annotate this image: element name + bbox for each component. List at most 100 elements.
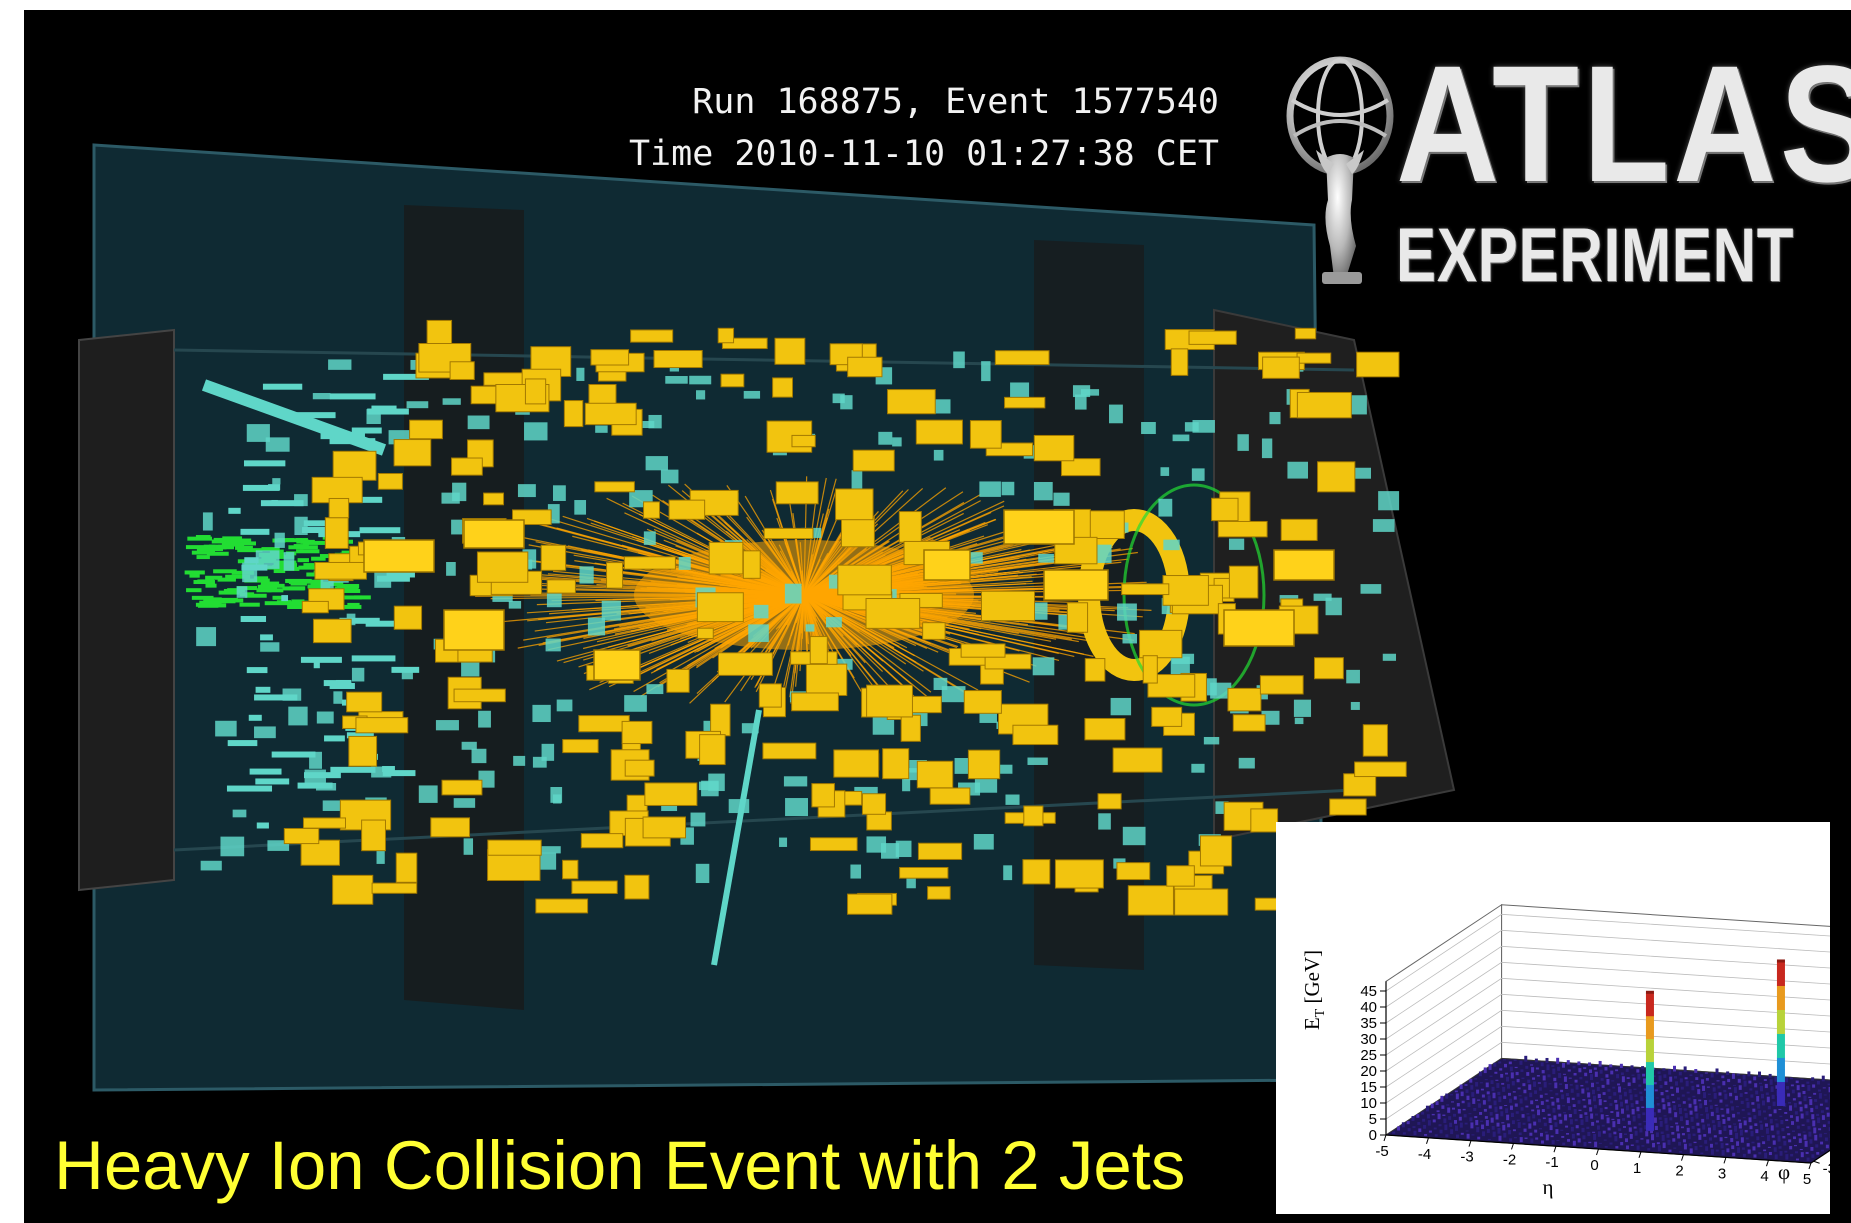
- calo-cell: [917, 842, 963, 860]
- inner-hit: [208, 603, 227, 608]
- inner-hit: [189, 573, 200, 578]
- calo-cell: [361, 819, 386, 852]
- calo-cell: [1033, 434, 1075, 462]
- muon-strip: [271, 499, 278, 506]
- calo-cell: [1259, 675, 1304, 695]
- calo-cell: [624, 874, 650, 900]
- inner-hit: [205, 583, 217, 588]
- muon-strip: [297, 782, 333, 789]
- jet-tower-segment: [1645, 1015, 1654, 1028]
- inner-hit: [353, 595, 371, 600]
- calo-cell: [1313, 657, 1344, 680]
- muon-hit: [648, 414, 662, 429]
- inner-hit: [203, 597, 222, 602]
- calo-cell: [960, 643, 1006, 658]
- muon-hit: [442, 398, 461, 405]
- detector-view: [78, 143, 1456, 1092]
- lego-eta-tick-label: -5: [1375, 1143, 1388, 1160]
- calo-cell: [1023, 805, 1044, 827]
- muon-hit: [665, 376, 688, 384]
- inner-hit: [226, 539, 238, 544]
- muon-hit: [753, 604, 769, 619]
- calo-cell: [621, 720, 653, 745]
- et-lego-plot: 051015202530354045-5-4-3-2-1012345-3-2-1…: [1276, 822, 1830, 1214]
- lego-phi-axis-title: φ: [1778, 1160, 1790, 1184]
- inner-hit: [235, 545, 253, 550]
- muon-hit: [246, 424, 270, 442]
- inner-hit: [257, 584, 278, 589]
- calo-cell: [899, 866, 949, 879]
- muon-hit: [1269, 411, 1281, 425]
- jet-tower-segment: [1776, 1009, 1785, 1022]
- muon-strip: [300, 656, 342, 663]
- muon-hit: [333, 691, 343, 704]
- muon-strip: [359, 527, 401, 534]
- muon-strip: [271, 751, 316, 758]
- muon-strip: [246, 667, 268, 674]
- muon-hit: [850, 864, 862, 879]
- calo-cell-large: [923, 549, 971, 581]
- calo-cell: [332, 874, 374, 905]
- inner-hit: [193, 580, 215, 585]
- muon-strip: [329, 393, 376, 400]
- inner-hit: [222, 536, 243, 541]
- calo-cell: [717, 327, 735, 344]
- muon-hit: [255, 550, 280, 569]
- inner-hit: [191, 550, 216, 555]
- muon-hit: [1192, 420, 1215, 433]
- muon-hit: [1053, 492, 1070, 506]
- inner-hit: [264, 601, 289, 606]
- inner-hit: [298, 565, 322, 570]
- inner-hit: [196, 547, 216, 552]
- lego-eta-tick: [1468, 1140, 1472, 1147]
- calo-cell: [1228, 565, 1259, 599]
- calo-cell: [1022, 859, 1051, 885]
- muon-hit: [312, 393, 331, 400]
- muon-hit: [260, 642, 280, 652]
- lego-et-axis-title: ET [GeV]: [1300, 950, 1328, 1030]
- jet-tower-segment: [1776, 1045, 1785, 1058]
- muon-hit: [981, 361, 991, 382]
- calo-cell: [355, 717, 409, 734]
- muon-hit: [1350, 701, 1360, 710]
- muon-hit: [973, 834, 994, 850]
- calo-cell: [742, 550, 761, 579]
- calo-cell: [476, 551, 529, 583]
- lego-eta-tick: [1766, 1160, 1769, 1167]
- muon-hit: [328, 359, 352, 370]
- inner-hit: [347, 602, 360, 607]
- inner-hit: [272, 595, 285, 600]
- muon-strip: [294, 412, 336, 419]
- calo-cell: [967, 749, 1001, 780]
- calo-cell: [791, 692, 839, 712]
- calo-cell: [430, 817, 471, 838]
- inner-hit: [225, 574, 251, 579]
- muon-strip: [339, 617, 380, 624]
- inner-hit: [237, 548, 263, 553]
- jet-tower-segment: [1645, 1061, 1654, 1074]
- muon-hit: [1191, 763, 1205, 773]
- calo-cell: [644, 782, 698, 806]
- inner-hit: [229, 538, 252, 543]
- muon-hit: [536, 852, 557, 870]
- calo-cell: [922, 622, 946, 640]
- muon-strip: [241, 564, 268, 571]
- lego-phi-tick-label: -3: [1823, 1160, 1830, 1177]
- lego-et-tick-label: 30: [1360, 1031, 1377, 1048]
- muon-hit: [1346, 669, 1360, 684]
- calo-cell: [1012, 724, 1059, 746]
- inner-hit: [214, 545, 235, 550]
- muon-hit: [1184, 422, 1199, 432]
- calo-cell: [1084, 717, 1126, 741]
- inner-hit: [211, 599, 236, 604]
- calo-cell: [562, 859, 579, 880]
- muon-hit: [979, 481, 1001, 497]
- calo-cell: [584, 402, 637, 426]
- event-caption: Heavy Ion Collision Event with 2 Jets: [54, 1127, 1186, 1204]
- lego-plot-svg: 051015202530354045-5-4-3-2-1012345-3-2-1…: [1300, 903, 1830, 1199]
- lego-eta-tick-label: -1: [1545, 1154, 1558, 1171]
- barrel-edge-top: [173, 348, 1355, 372]
- calo-cell: [898, 511, 922, 543]
- lego-gridline: [1385, 913, 1830, 992]
- calo-cell: [1356, 351, 1400, 378]
